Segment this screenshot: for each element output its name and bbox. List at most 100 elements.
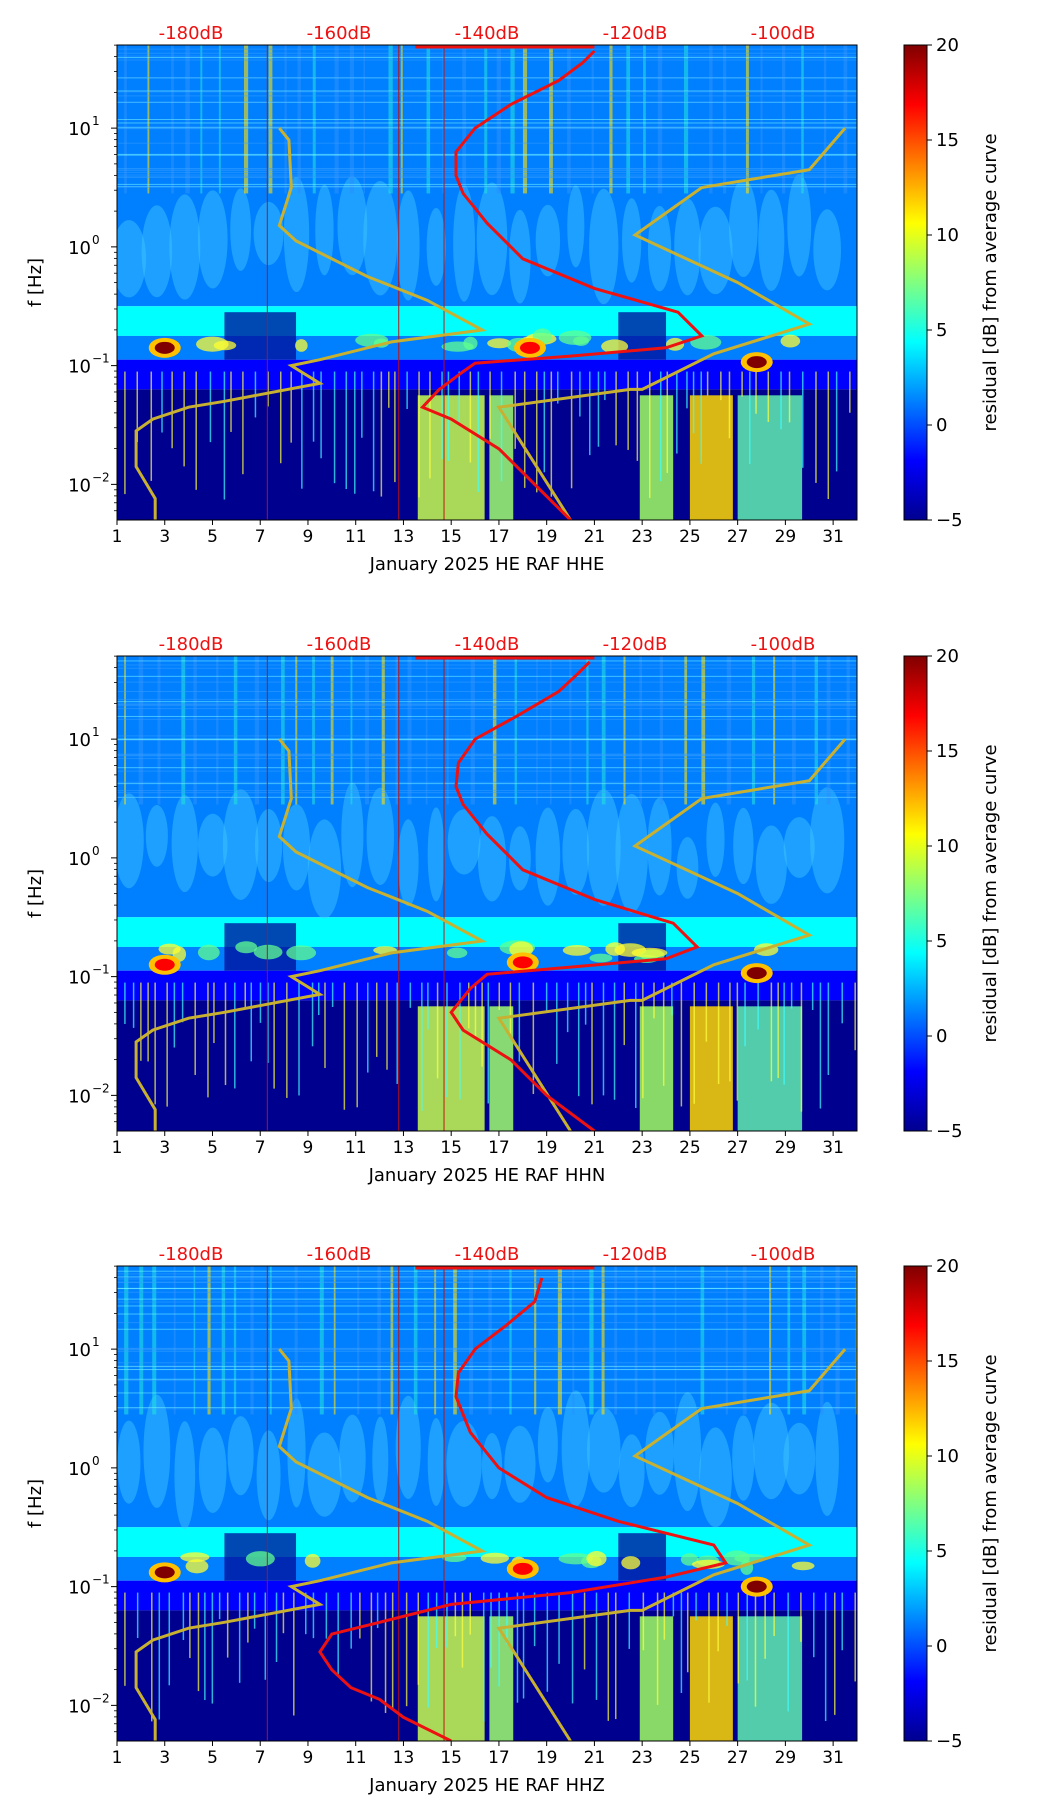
colorbar-tick-label: 20 xyxy=(936,1256,959,1277)
hf-line xyxy=(117,1282,857,1283)
lf-spike xyxy=(169,1593,171,1686)
lf-spike xyxy=(386,983,388,1070)
hf-line xyxy=(117,735,857,736)
lf-spike xyxy=(686,372,688,409)
figure-canvas: 1 3 5 7 9 11 13 15 17 19 21 23 25 27 29 3110110010 −110−… xyxy=(0,0,1052,1806)
lf-spike xyxy=(834,1593,836,1715)
lf-spike xyxy=(841,1593,843,1651)
lf-spike xyxy=(757,983,759,1030)
diffuse-energy xyxy=(758,190,784,291)
lf-spike xyxy=(254,1593,256,1629)
lf-spike xyxy=(174,983,176,1048)
lf-spike xyxy=(578,983,580,1097)
lf-spike xyxy=(800,1593,802,1642)
lf-spike xyxy=(773,1593,775,1637)
lf-spike xyxy=(373,372,375,492)
colorbar-tick-label: 15 xyxy=(936,1351,959,1372)
diffuse-energy xyxy=(174,1421,195,1529)
microseism-spot xyxy=(198,945,220,961)
lf-spike xyxy=(643,1593,645,1651)
db-label: -140dB xyxy=(455,23,520,44)
lf-spike xyxy=(280,372,282,464)
lf-spike xyxy=(718,983,720,1084)
lf-spike xyxy=(224,372,226,500)
lf-spike xyxy=(534,1593,536,1647)
lf-spike xyxy=(171,372,173,449)
diffuse-energy xyxy=(114,793,144,888)
colorbar-tick-label: 0 xyxy=(936,1026,947,1047)
lf-spike xyxy=(801,983,803,1112)
x-tick-label: 31 xyxy=(822,1748,844,1768)
diffuse-energy xyxy=(398,819,419,906)
diffuse-energy xyxy=(372,1417,388,1503)
x-tick-label: 19 xyxy=(536,1748,558,1768)
diffuse-energy xyxy=(698,207,732,294)
diffuse-energy xyxy=(615,794,648,913)
lf-spike xyxy=(737,983,739,1101)
lf-spike xyxy=(189,1593,191,1658)
y-tick-exp: 0 xyxy=(92,233,100,247)
diffuse-energy xyxy=(255,809,282,882)
lf-spike xyxy=(589,372,591,456)
lf-spike xyxy=(151,372,153,481)
lf-spike xyxy=(239,1593,241,1683)
lf-spike xyxy=(787,1593,789,1712)
lf-spike xyxy=(546,983,548,1012)
lf-spike xyxy=(446,1593,448,1648)
lf-spike xyxy=(207,983,209,1098)
lf-spike xyxy=(637,372,639,461)
lf-spike xyxy=(161,372,163,433)
x-tick-label: 17 xyxy=(488,1138,510,1158)
panel-1: 1 3 5 7 9 11 13 15 17 19 21 23 25 27 29 3110110010 −110−… xyxy=(25,23,1001,575)
lf-spike xyxy=(849,372,851,413)
x-tick-label: 19 xyxy=(536,527,558,547)
colorbar xyxy=(904,45,927,520)
db-label: -100dB xyxy=(751,634,816,655)
microseism-spot xyxy=(481,1553,509,1564)
microseism-spot xyxy=(632,948,668,958)
lf-spike xyxy=(695,1593,697,1621)
diffuse-energy xyxy=(674,198,701,295)
lf-spike xyxy=(276,1593,278,1662)
diffuse-energy xyxy=(536,808,561,906)
lf-spike xyxy=(820,983,822,1109)
microseism-spot xyxy=(573,336,589,346)
lf-spike xyxy=(182,983,184,1023)
lf-spike xyxy=(708,1593,710,1703)
diffuse-energy xyxy=(699,1427,732,1527)
x-tick-label: 23 xyxy=(631,1748,653,1768)
x-tick-label: 27 xyxy=(727,1138,749,1158)
lf-spike xyxy=(312,983,314,1047)
lf-spike xyxy=(332,983,334,1007)
lf-spike xyxy=(345,372,347,490)
lf-spike xyxy=(729,983,731,1082)
diffuse-energy xyxy=(199,1428,227,1513)
microseism-spot xyxy=(235,941,257,953)
x-tick-label: 27 xyxy=(727,1748,749,1768)
hf-line xyxy=(117,1380,857,1381)
diffuse-energy xyxy=(146,805,168,867)
x-tick-label: 29 xyxy=(775,1138,797,1158)
lf-spike xyxy=(649,372,651,499)
lf-spike xyxy=(318,983,320,1016)
db-label: -140dB xyxy=(455,634,520,655)
x-tick-label: 15 xyxy=(440,527,462,547)
hf-line xyxy=(117,127,857,128)
diffuse-energy xyxy=(567,185,584,267)
lf-band xyxy=(738,1006,802,1131)
diffuse-energy xyxy=(428,807,445,901)
x-tick-label: 17 xyxy=(488,1748,510,1768)
lf-spike xyxy=(533,983,535,1094)
lf-spike xyxy=(392,1593,394,1710)
colorbar-tick-label: 5 xyxy=(936,931,947,952)
db-label: -160dB xyxy=(307,634,372,655)
lf-spike xyxy=(706,983,708,1042)
peak-core xyxy=(520,342,540,354)
lf-spike xyxy=(483,1593,485,1722)
lf-band xyxy=(489,1616,513,1741)
x-tick-label: 15 xyxy=(440,1138,462,1158)
lf-spike xyxy=(614,983,616,1100)
y-tick-exp: 1 xyxy=(92,725,100,739)
hf-line xyxy=(117,1407,857,1408)
peak-core xyxy=(155,1566,175,1578)
